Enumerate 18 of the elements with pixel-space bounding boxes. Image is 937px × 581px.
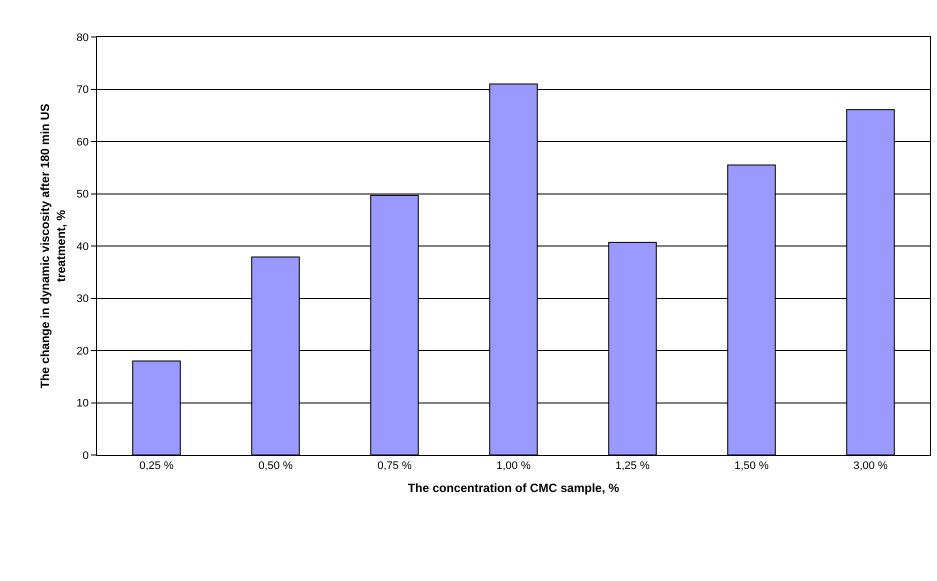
x-tick-label: 0,75 % [377, 460, 412, 472]
y-tick-label: 50 [76, 188, 89, 201]
y-tick-label: 10 [76, 398, 89, 410]
x-tick-label: 1,00 % [496, 460, 531, 472]
y-tick-label: 30 [76, 293, 89, 306]
y-tick-label: 60 [76, 136, 89, 148]
x-tick-label: 0,25 % [139, 460, 174, 472]
y-tick-label: 70 [76, 84, 89, 96]
y-axis-title: The change in dynamic viscosity after 180 min US treatment, % [38, 104, 68, 388]
y-tick-label: 0 [82, 450, 89, 462]
x-tick-label: 0,50 % [258, 460, 293, 472]
y-tick-label: 40 [76, 240, 89, 253]
y-tick-label: 80 [76, 32, 89, 44]
x-tick-label: 1,50 % [734, 460, 769, 472]
y-tick-label: 20 [76, 345, 89, 358]
x-tick-label: 3,00 % [853, 460, 888, 472]
x-axis-title: The concentration of CMC sample, % [408, 481, 620, 496]
x-tick-label: 1,25 % [615, 460, 650, 472]
